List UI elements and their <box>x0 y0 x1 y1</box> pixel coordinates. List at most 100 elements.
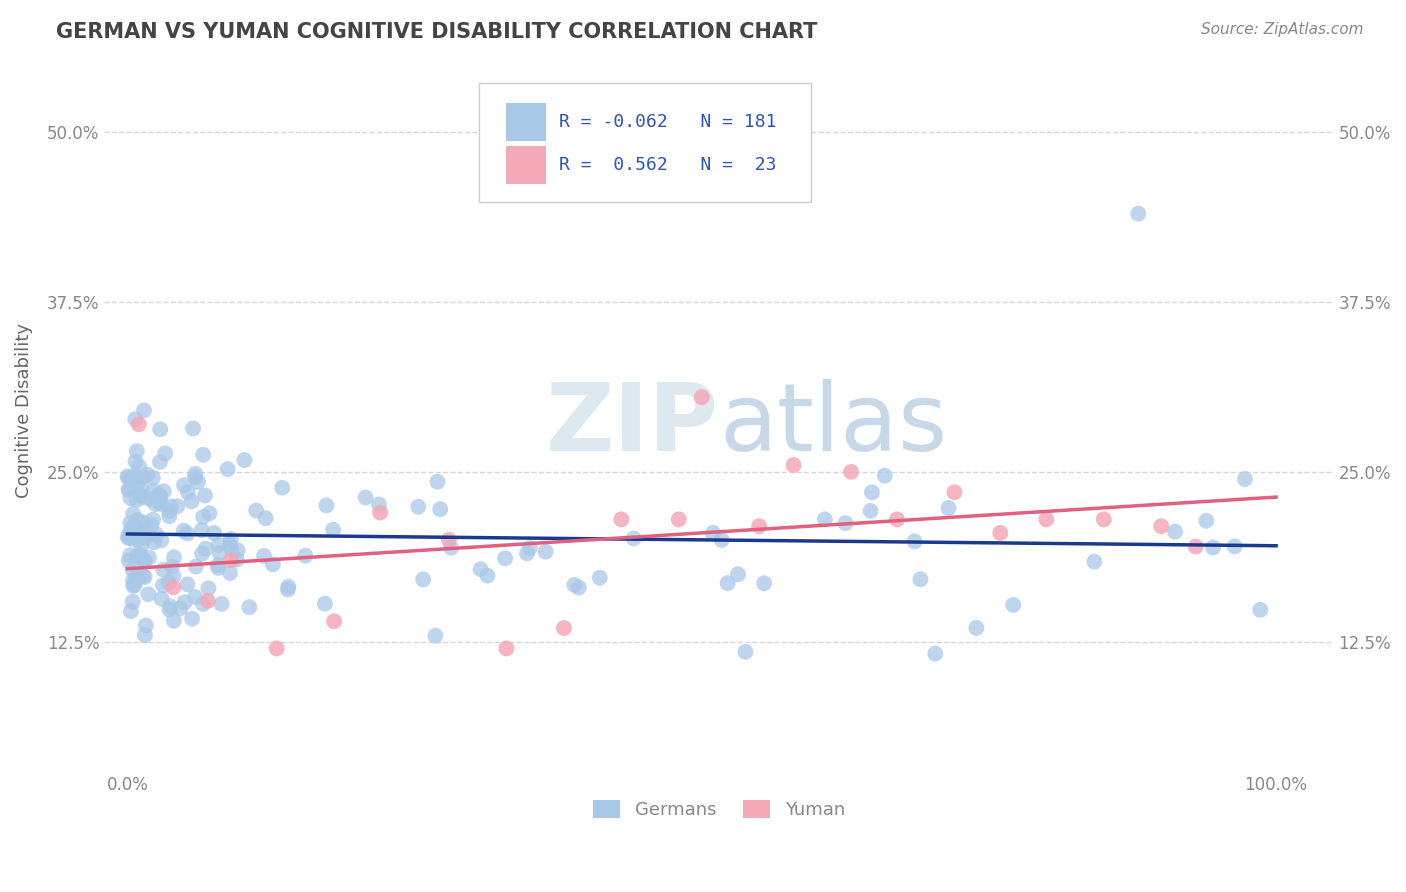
FancyBboxPatch shape <box>506 146 546 184</box>
Point <box>118 531 141 545</box>
Point <box>610 512 633 526</box>
Point <box>155 446 177 460</box>
Point <box>125 492 148 507</box>
Point <box>173 478 195 492</box>
Point <box>166 500 188 514</box>
Point <box>120 516 142 530</box>
Point <box>207 558 229 573</box>
Point <box>516 546 538 560</box>
Point <box>886 512 908 526</box>
Point <box>748 519 770 533</box>
Point <box>157 504 180 518</box>
Legend: Germans, Yuman: Germans, Yuman <box>586 793 852 827</box>
Text: Source: ZipAtlas.com: Source: ZipAtlas.com <box>1201 22 1364 37</box>
Point <box>193 509 215 524</box>
Point <box>534 544 557 558</box>
Point <box>127 533 149 547</box>
Point <box>134 530 156 544</box>
Point <box>118 554 141 568</box>
Point <box>176 577 198 591</box>
Point <box>120 604 142 618</box>
Point <box>191 547 214 561</box>
Text: ZIP: ZIP <box>546 379 718 471</box>
Point <box>368 497 391 511</box>
Point <box>159 599 181 614</box>
Point <box>470 562 492 576</box>
Point <box>226 543 249 558</box>
Point <box>132 569 155 583</box>
Point <box>134 553 156 567</box>
Point <box>124 412 146 426</box>
Point <box>782 458 804 472</box>
Point <box>494 551 516 566</box>
Point <box>122 507 145 521</box>
Point <box>271 481 294 495</box>
Point <box>194 489 217 503</box>
Point <box>184 590 207 604</box>
Point <box>120 491 142 505</box>
Point <box>173 524 195 538</box>
Text: R = -0.062   N = 181: R = -0.062 N = 181 <box>560 113 776 131</box>
Point <box>121 528 143 542</box>
Point <box>152 578 174 592</box>
Point <box>1195 514 1218 528</box>
Point <box>132 516 155 530</box>
Point <box>368 506 391 520</box>
Point <box>323 614 346 628</box>
Point <box>834 516 856 530</box>
Point <box>1164 524 1187 539</box>
Point <box>143 535 166 549</box>
Point <box>1150 519 1173 533</box>
Point <box>157 509 180 524</box>
Point <box>136 525 159 540</box>
Point <box>187 475 209 489</box>
Point <box>710 533 733 547</box>
Point <box>135 618 157 632</box>
Point <box>141 518 163 533</box>
Point <box>152 563 174 577</box>
Point <box>149 422 172 436</box>
Point <box>225 552 247 566</box>
Point <box>262 558 284 572</box>
Point <box>354 491 377 505</box>
Point <box>180 494 202 508</box>
Point <box>202 525 225 540</box>
Point <box>124 454 146 468</box>
Point <box>219 553 242 567</box>
Point <box>734 645 756 659</box>
Point <box>198 506 221 520</box>
Point <box>727 567 749 582</box>
Point <box>219 566 242 580</box>
FancyBboxPatch shape <box>479 83 811 202</box>
Point <box>519 541 541 555</box>
Point <box>277 582 299 597</box>
Point <box>1184 540 1206 554</box>
Point <box>702 525 724 540</box>
Point <box>118 525 141 540</box>
Point <box>562 578 585 592</box>
Point <box>131 490 153 504</box>
Point <box>160 559 183 574</box>
Point <box>132 403 155 417</box>
Point <box>148 494 170 508</box>
Point <box>924 647 946 661</box>
Point <box>814 512 837 526</box>
Point <box>127 475 149 490</box>
Point <box>125 549 148 564</box>
Point <box>429 502 451 516</box>
Point <box>138 550 160 565</box>
Point <box>132 470 155 484</box>
Point <box>131 483 153 497</box>
Point <box>121 563 143 577</box>
Point <box>134 628 156 642</box>
Point <box>120 549 142 563</box>
Point <box>128 488 150 502</box>
Point <box>124 468 146 483</box>
Point <box>142 471 165 485</box>
Point <box>1233 472 1256 486</box>
Point <box>568 581 591 595</box>
Point <box>197 594 219 608</box>
Point <box>160 500 183 514</box>
Point <box>129 539 152 553</box>
Point <box>1128 207 1150 221</box>
